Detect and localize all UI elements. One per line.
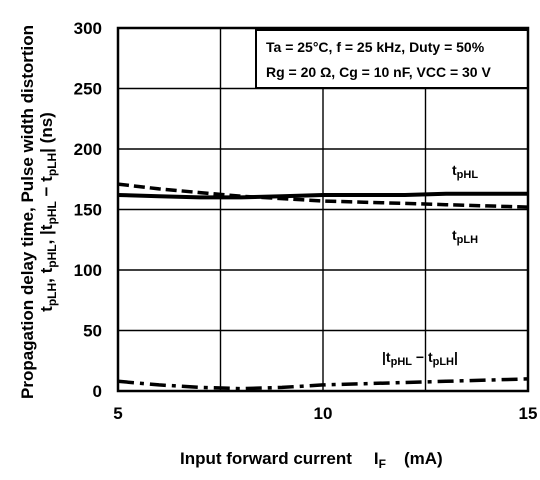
x-tick-label-5: 5 — [113, 404, 122, 423]
conditions-box — [255, 29, 529, 89]
series-label-tphl: tpHL — [452, 162, 478, 181]
y-tick-label-150: 150 — [74, 201, 102, 220]
x-tick-labels: 5 10 15 — [113, 404, 537, 423]
series-label-distortion: |tpHL − tpLH| — [382, 349, 458, 368]
y-tick-labels: 0 50 100 150 200 250 300 — [74, 19, 102, 401]
y-tick-label-200: 200 — [74, 140, 102, 159]
series-label-tplh: tpLH — [452, 227, 478, 246]
y-tick-label-100: 100 — [74, 261, 102, 280]
x-axis-label: Input forward current IF (mA) — [180, 449, 443, 471]
plot-frame — [116, 26, 530, 393]
y-axis-label-line-2: tpLH, tpHL, |tpHL − tpLH| (ns) — [37, 112, 59, 312]
y-tick-label-0: 0 — [93, 382, 102, 401]
y-axis-label-line-1: Propagation delay time, Pulse width dist… — [18, 25, 37, 399]
conditions-line-1: Ta = 25°C, f = 25 kHz, Duty = 50% — [266, 39, 485, 55]
y-axis-label: Propagation delay time, Pulse width dist… — [18, 25, 59, 399]
series-layer — [117, 182, 529, 391]
series-line-tplh — [117, 182, 529, 209]
series-line-tphl — [117, 191, 528, 200]
x-tick-label-10: 10 — [314, 404, 333, 423]
series-line-tphl-tplh — [117, 377, 529, 391]
y-tick-label-300: 300 — [74, 19, 102, 38]
x-tick-label-15: 15 — [519, 404, 538, 423]
y-tick-label-50: 50 — [83, 322, 102, 341]
conditions-line-2: Rg = 20 Ω, Cg = 10 nF, VCC = 30 V — [266, 64, 491, 80]
y-tick-label-250: 250 — [74, 80, 102, 99]
